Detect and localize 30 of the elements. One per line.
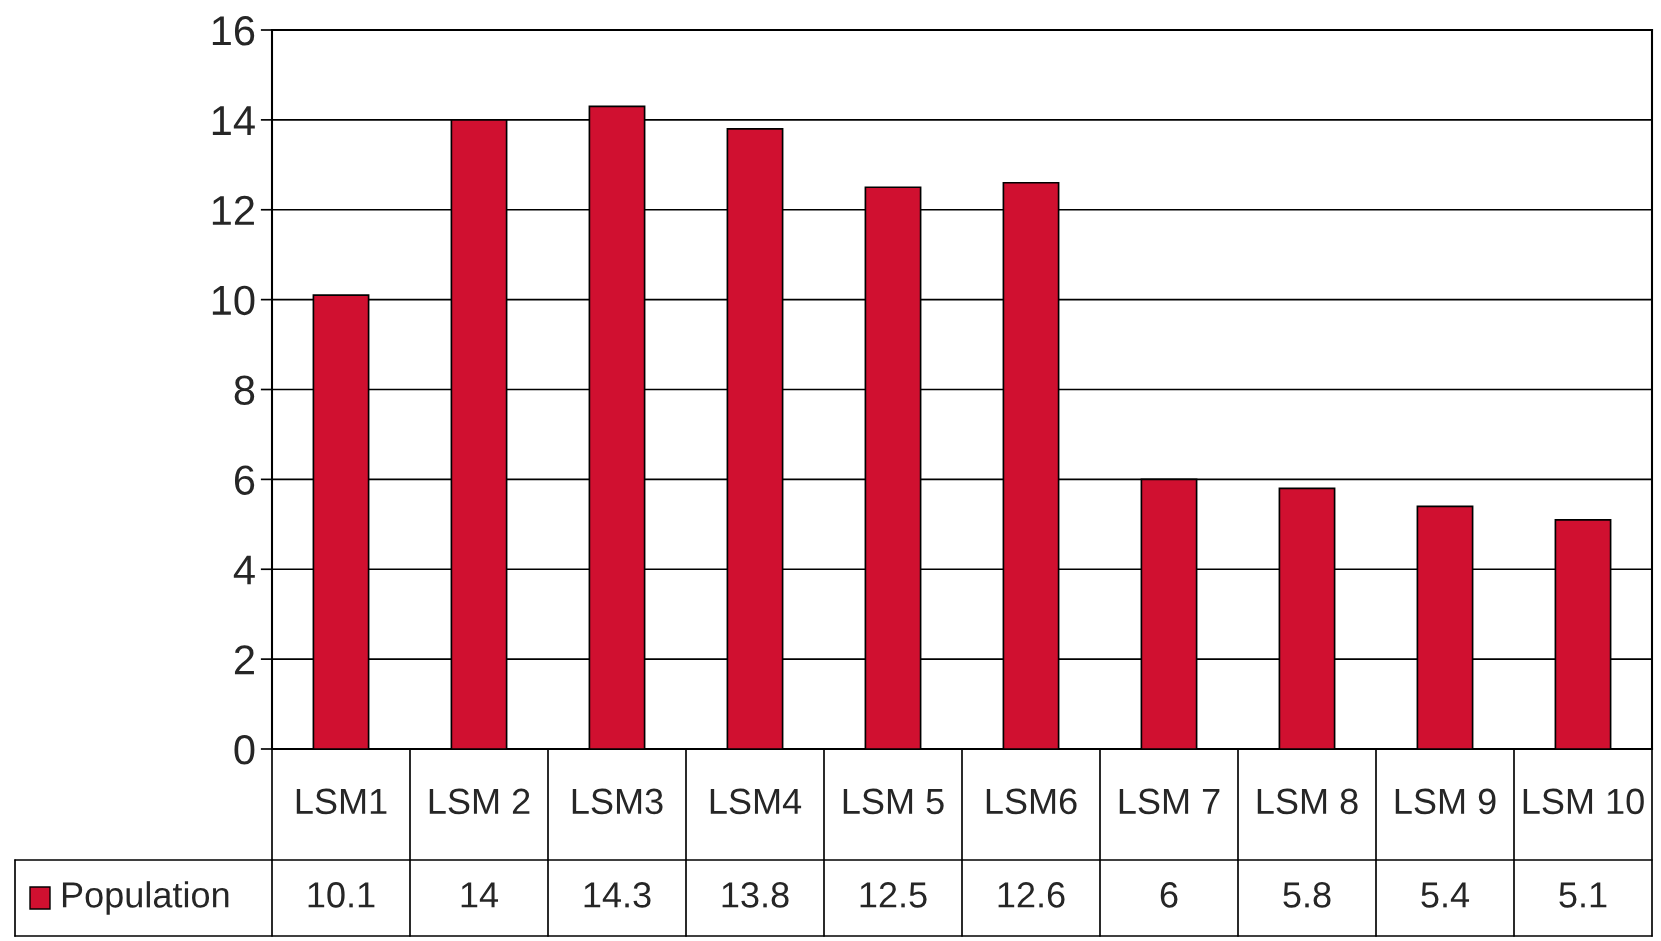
y-tick-label: 2 — [234, 645, 254, 675]
y-tick-label: 8 — [234, 375, 255, 406]
y-tick-label: 14 — [212, 106, 255, 135]
data-label: 6 — [1160, 882, 1178, 908]
y-tick-label: 12 — [212, 195, 254, 225]
data-label: 14.3 — [584, 882, 651, 908]
y-tick-label: 6 — [234, 465, 255, 495]
data-label: 13.8 — [722, 882, 789, 908]
data-label: 12.6 — [998, 882, 1065, 908]
data-label: 5.1 — [1559, 882, 1607, 908]
x-tick-label: LSM 9 — [1395, 788, 1496, 815]
x-tick-label: LSM 2 — [429, 788, 530, 815]
data-label: 14 — [461, 882, 499, 908]
y-tick-label: 0 — [234, 735, 255, 765]
data-label: 12.5 — [860, 882, 927, 908]
x-tick-label: LSM 8 — [1257, 788, 1358, 815]
x-tick-label: LSM 5 — [843, 788, 944, 815]
legend-label: Population — [62, 881, 229, 915]
data-label: 5.4 — [1421, 882, 1470, 908]
y-tick-label: 10 — [212, 285, 255, 316]
x-tick-label: LSM 7 — [1119, 788, 1220, 815]
x-tick-label: LSM6 — [986, 788, 1077, 815]
data-label: 10.1 — [308, 882, 375, 908]
y-tick-label: 4 — [233, 555, 255, 585]
x-tick-label: LSM3 — [572, 788, 663, 815]
x-tick-label: LSM 10 — [1523, 788, 1644, 815]
x-tick-label: LSM4 — [710, 788, 802, 815]
x-tick-label: LSM1 — [296, 788, 387, 815]
y-tick-label: 16 — [212, 16, 255, 46]
data-label: 5.8 — [1283, 882, 1331, 908]
